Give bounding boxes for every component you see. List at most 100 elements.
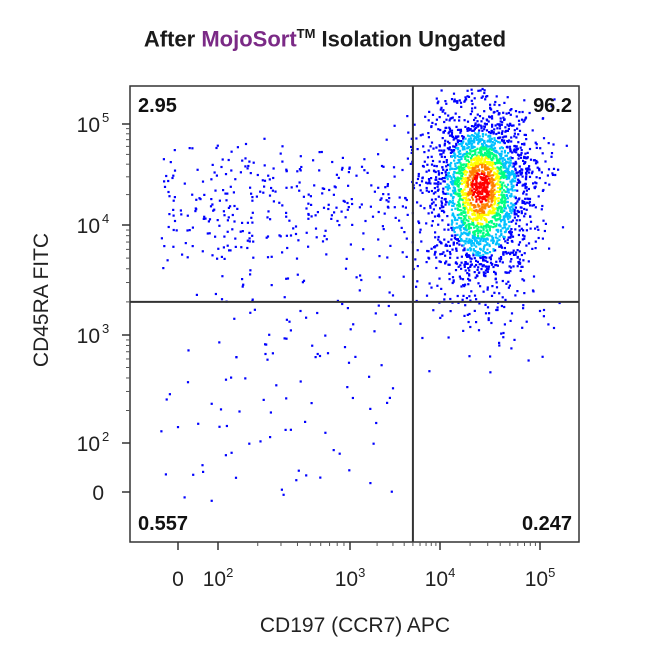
event-point [430,286,433,289]
event-point [491,123,494,126]
event-point [500,210,503,213]
event-point [449,180,452,184]
event-point [437,180,440,184]
event-point [346,208,349,211]
event-point [438,215,441,218]
event-point [494,273,497,276]
event-point [452,138,455,141]
event-point [477,155,480,158]
event-point [481,256,484,259]
event-point [434,231,437,234]
event-point [463,152,466,156]
event-point [522,279,526,282]
event-point [272,167,275,170]
event-point [429,206,432,209]
event-point [440,149,443,152]
event-point [321,192,324,195]
event-point [453,231,456,234]
event-point [305,474,308,477]
event-point [499,229,502,232]
event-point [211,203,214,206]
event-point [166,259,169,262]
event-point [422,145,425,148]
event-point [466,134,470,137]
event-point [455,171,458,175]
quadrant-lower-right-value: 0.247 [522,513,572,535]
event-point [550,155,553,158]
event-point [476,211,479,214]
event-point [443,120,446,124]
event-point [542,117,545,120]
event-point [516,255,519,259]
event-point [246,246,249,250]
event-point [461,172,464,175]
event-point [285,186,288,189]
event-point [490,220,493,223]
event-point [485,226,488,229]
event-point [369,482,372,485]
event-point [489,190,492,193]
event-point [288,320,291,323]
event-point [451,276,455,279]
event-point [191,193,194,196]
event-point [421,191,424,194]
event-point [465,232,468,235]
event-point [428,257,431,260]
event-point [459,142,462,145]
event-point [362,248,365,251]
event-point [466,181,469,185]
event-point [167,190,170,194]
event-point [484,233,487,236]
event-point [444,100,447,103]
event-point [518,258,521,261]
event-point [471,140,474,143]
event-point [275,384,278,387]
event-point [491,174,494,177]
event-point [279,235,282,238]
event-point [520,265,523,268]
event-point [500,187,504,190]
event-point [466,176,469,179]
event-point [466,171,469,174]
event-point [218,224,221,227]
event-point [449,310,452,313]
event-point [302,195,305,198]
event-point [453,202,456,205]
event-point [451,196,455,200]
event-point [502,193,506,197]
event-point [469,248,472,251]
event-point [484,148,487,151]
event-point [493,216,496,219]
event-point [427,136,430,139]
event-point [302,279,306,282]
event-point [388,197,391,200]
event-point [522,229,525,232]
event-point [346,307,349,310]
event-point [528,168,531,171]
event-point [457,200,460,204]
event-point [489,261,493,264]
event-point [487,156,490,159]
event-point [475,263,478,267]
event-point [477,89,480,92]
event-point [456,242,459,245]
event-point [505,223,508,226]
event-point [516,265,519,268]
event-point [474,116,477,119]
event-point [439,260,442,264]
event-point [484,251,487,254]
event-point [519,153,523,156]
event-point [538,177,541,180]
event-point [486,270,489,273]
event-point [524,171,528,175]
event-point [484,168,487,171]
event-point [459,188,462,191]
event-point [479,213,482,217]
event-point [468,191,471,195]
event-point [481,87,484,91]
event-point [468,152,471,155]
event-point [482,231,485,234]
event-point [400,226,403,229]
event-point [514,160,517,163]
event-point [484,133,487,136]
